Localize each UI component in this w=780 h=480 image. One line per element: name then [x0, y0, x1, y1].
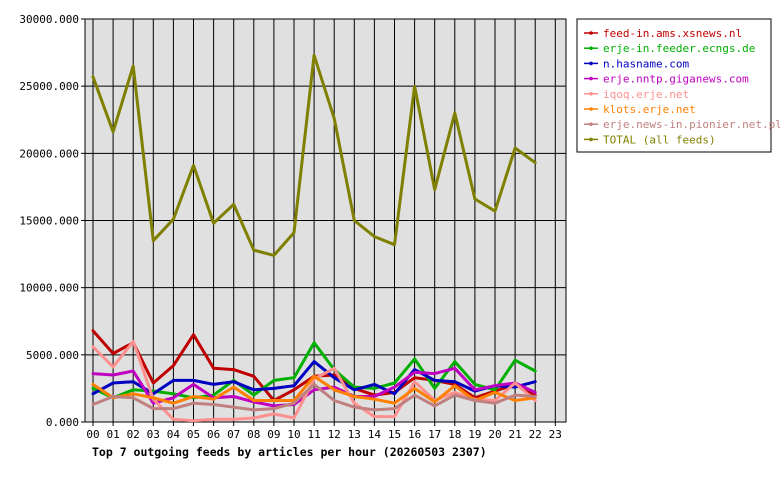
- legend-swatch-marker: [589, 107, 593, 111]
- legend-entry: feed-in.ams.xsnews.nl: [603, 27, 742, 40]
- x-tick-label: 08: [247, 428, 260, 441]
- x-tick-label: 07: [227, 428, 240, 441]
- legend-swatch-marker: [589, 46, 593, 50]
- legend-entry: klots.erje.net: [603, 103, 696, 116]
- x-tick-label: 00: [86, 428, 99, 441]
- x-tick-label: 02: [127, 428, 140, 441]
- x-tick-label: 14: [368, 428, 382, 441]
- x-tick-label: 06: [207, 428, 220, 441]
- x-tick-label: 13: [348, 428, 361, 441]
- x-tick-label: 04: [167, 428, 181, 441]
- series-line-6: [91, 382, 537, 412]
- y-tick-label: 20000.000: [19, 147, 79, 160]
- legend-entry: erje.news-in.pionier.net.pl: [603, 118, 780, 131]
- x-tick-label: 20: [488, 428, 501, 441]
- grid-lines: [85, 18, 566, 423]
- y-axis: 0.000 5000.000 10000.000 15000.000 20000.000…: [19, 13, 85, 429]
- series-line-3: [91, 366, 537, 408]
- legend-swatch-marker: [589, 92, 593, 96]
- chart-title: Top 7 outgoing feeds by articles per hou…: [92, 445, 487, 459]
- x-tick-label: 09: [267, 428, 280, 441]
- legend-entry: iqoq.erje.net: [603, 88, 689, 101]
- legend-entry: erje-in.feeder.ecngs.de: [603, 42, 755, 55]
- legend: feed-in.ams.xsnews.nl erje-in.feeder.ecng…: [584, 27, 780, 146]
- x-tick-label: 05: [187, 428, 200, 441]
- y-tick-label: 0.000: [46, 416, 79, 429]
- y-tick-label: 30000.000: [19, 13, 79, 26]
- legend-entry: n.hasname.com: [603, 57, 689, 70]
- legend-entry: erje.nntp.giganews.com: [603, 73, 749, 86]
- y-tick-label: 15000.000: [19, 215, 79, 228]
- series-line-5: [91, 374, 537, 405]
- series-lines: [91, 53, 537, 423]
- x-tick-label: 16: [408, 428, 421, 441]
- x-tick-label: 15: [388, 428, 401, 441]
- legend-swatch-marker: [589, 61, 593, 66]
- legend-entry: TOTAL (all feeds): [603, 133, 716, 146]
- x-tick-label: 01: [106, 428, 119, 441]
- x-tick-label: 10: [287, 428, 300, 441]
- x-axis: 00 01 02 03 04 05 06 07 08 09 10 11 12 13 14 15 16 17 18 19…: [86, 422, 562, 441]
- x-tick-label: 21: [508, 428, 521, 441]
- y-tick-label: 10000.000: [19, 282, 79, 295]
- legend-swatch-marker: [589, 31, 593, 35]
- legend-swatch-marker: [589, 76, 593, 81]
- x-tick-label: 03: [147, 428, 160, 441]
- x-tick-label: 11: [307, 428, 320, 441]
- x-tick-label: 18: [448, 428, 461, 441]
- legend-box: [576, 18, 772, 153]
- y-tick-label: 25000.000: [19, 80, 79, 93]
- x-tick-label: 23: [549, 428, 562, 441]
- series-line-1: [91, 341, 537, 400]
- y-tick-label: 5000.000: [26, 349, 79, 362]
- x-tick-label: 22: [529, 428, 542, 441]
- x-tick-label: 19: [468, 428, 481, 441]
- legend-swatch-marker: [589, 122, 593, 126]
- x-tick-label: 17: [428, 428, 441, 441]
- series-line-2: [91, 360, 537, 396]
- series-line-7: [91, 53, 537, 257]
- legend-swatch-marker: [589, 137, 593, 142]
- series-line-4: [91, 339, 537, 423]
- x-tick-label: 12: [328, 428, 341, 441]
